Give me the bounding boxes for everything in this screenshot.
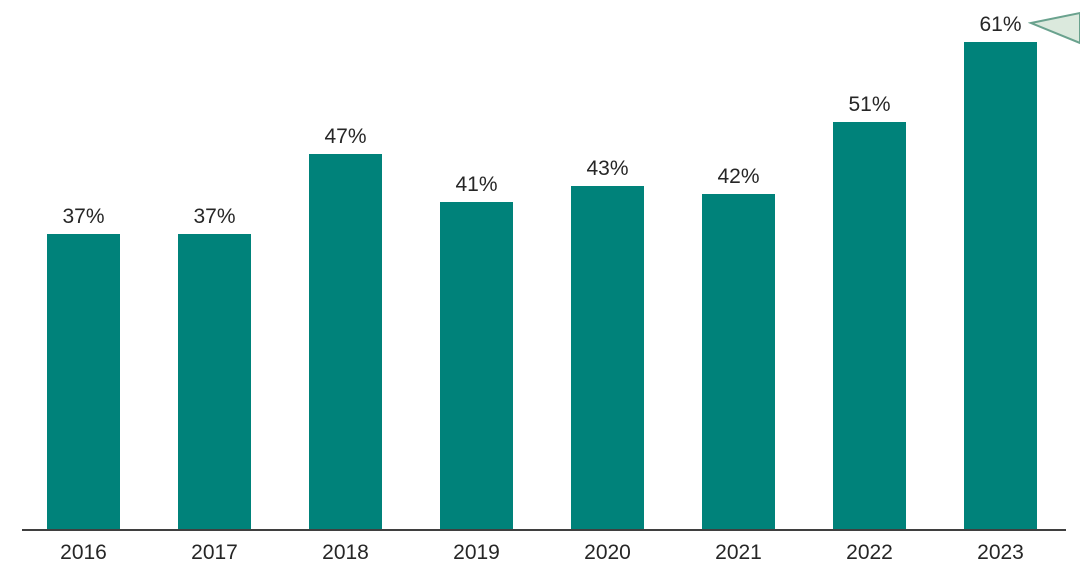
bar-group-2018: 47% (280, 126, 411, 530)
bar-group-2016: 37% (18, 206, 149, 530)
bar (178, 234, 251, 530)
bar-value-label: 51% (848, 93, 891, 116)
bar-value-label: 41% (455, 173, 498, 196)
x-axis-label: 2018 (322, 541, 369, 564)
bar-group-2017: 37% (149, 206, 280, 530)
x-axis-labels: 2016 2017 2018 2019 2020 2021 2022 2023 (18, 540, 1066, 565)
bar (440, 202, 513, 530)
bar (571, 186, 644, 530)
arrow-triangle (1028, 11, 1080, 45)
x-axis-label: 2019 (453, 541, 500, 564)
bar (47, 234, 120, 530)
bar (702, 194, 775, 530)
x-axis-label: 2022 (846, 541, 893, 564)
arrow-annotation-icon (1028, 11, 1080, 45)
bar-group-2021: 42% (673, 166, 804, 530)
bar-group-2023: 61% (935, 14, 1066, 530)
bar (964, 42, 1037, 530)
bar-value-label: 61% (979, 13, 1022, 36)
x-axis-line (22, 529, 1066, 531)
x-axis-label: 2021 (715, 541, 762, 564)
bar-group-2019: 41% (411, 174, 542, 530)
x-axis-label: 2020 (584, 541, 631, 564)
bar (833, 122, 906, 530)
bar-value-label: 47% (324, 125, 367, 148)
bar-value-label: 43% (586, 157, 629, 180)
bars-row: 37% 37% 47% 41% 43% 42% 51% 61% (18, 10, 1066, 530)
bar-value-label: 42% (717, 165, 760, 188)
x-axis-label: 2016 (60, 541, 107, 564)
x-axis-label: 2017 (191, 541, 238, 564)
bar-value-label: 37% (193, 205, 236, 228)
bar-group-2020: 43% (542, 158, 673, 530)
x-axis-label: 2023 (977, 541, 1024, 564)
bar (309, 154, 382, 530)
bar-value-label: 37% (62, 205, 105, 228)
bar-group-2022: 51% (804, 94, 935, 530)
